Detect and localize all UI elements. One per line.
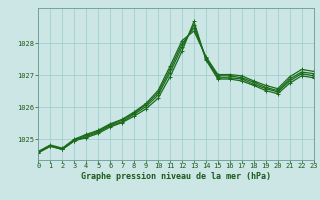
X-axis label: Graphe pression niveau de la mer (hPa): Graphe pression niveau de la mer (hPa) <box>81 172 271 181</box>
